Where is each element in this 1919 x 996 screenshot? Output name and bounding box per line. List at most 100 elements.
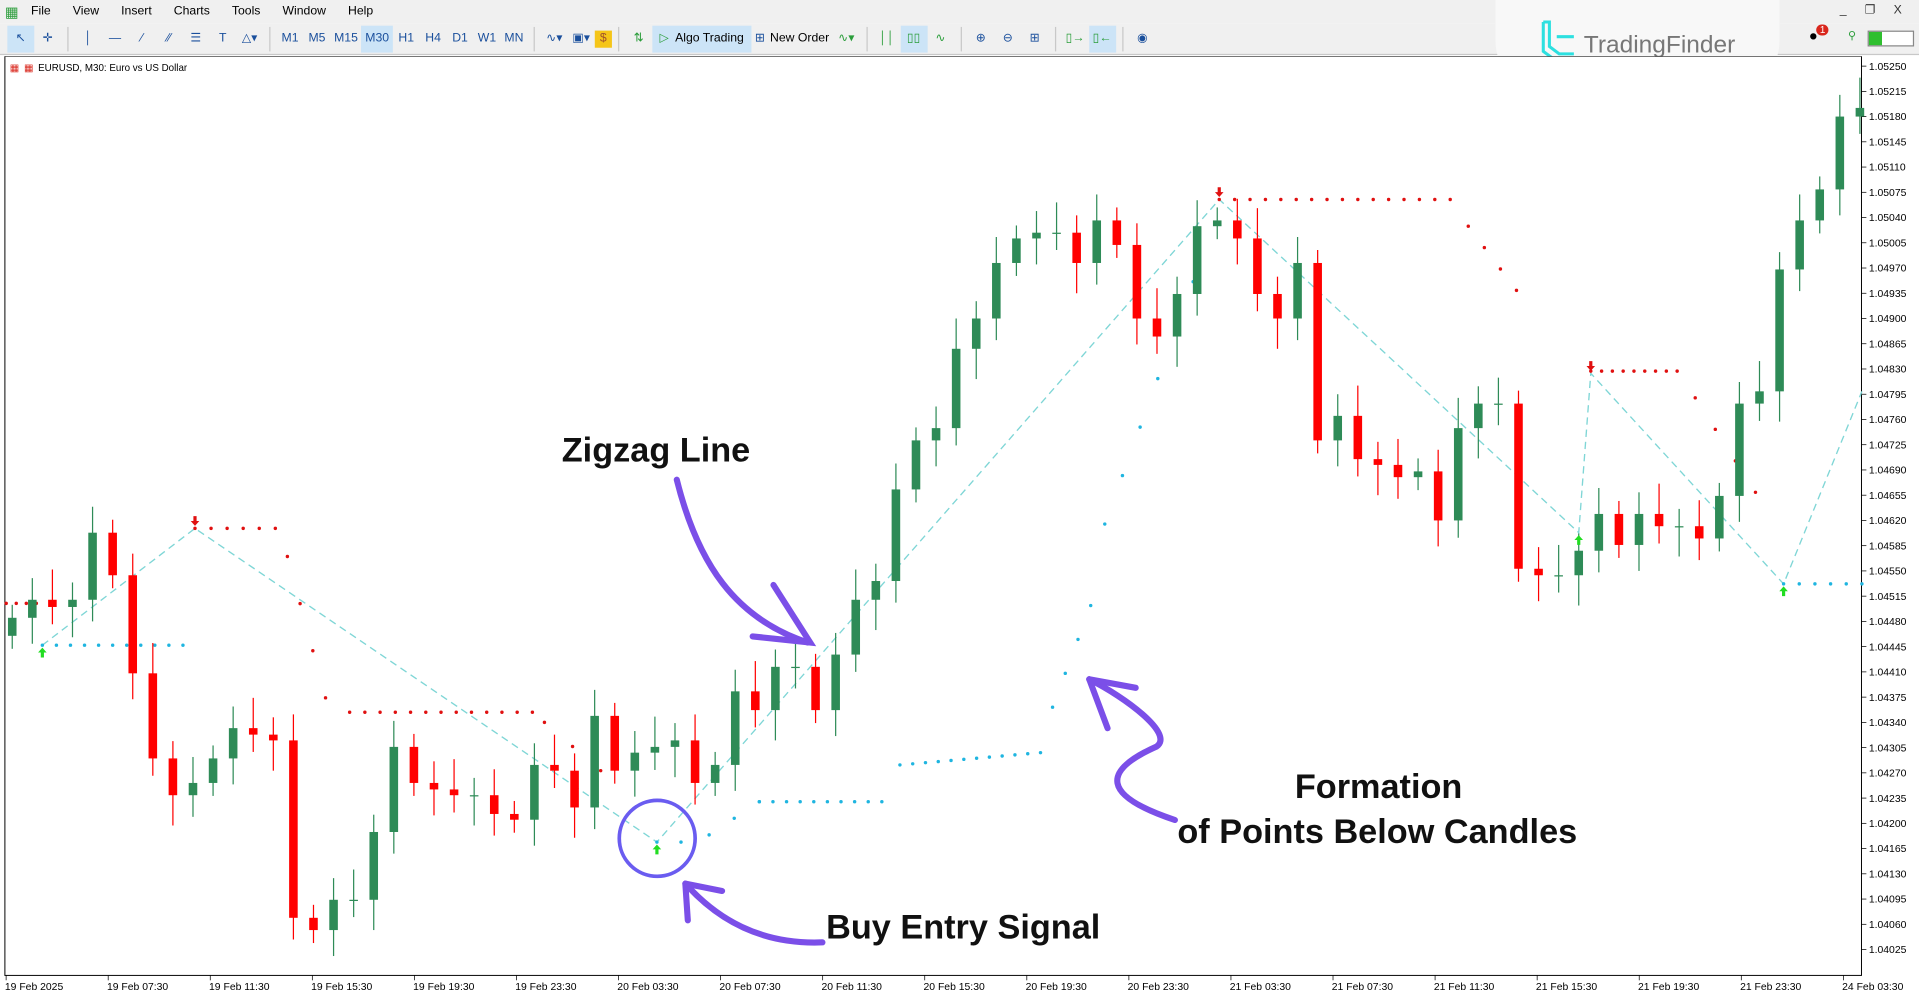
divider [960,26,962,51]
price-tick-label: 1.04480 [1869,617,1907,628]
indicators-icon[interactable]: ∿▾ [546,31,563,46]
menu-window[interactable]: Window [282,4,327,19]
autoscroll-icon[interactable]: ▯→ [1065,31,1085,46]
price-tick-label: 1.04445 [1869,642,1907,653]
time-tick-label: 21 Feb 07:30 [1332,982,1393,993]
resistance-dot [1309,197,1314,202]
time-scale[interactable]: 19 Feb 2025 19 Feb 07:30 19 Feb 11:30 19 Fe… [5,975,1904,993]
timeframe-m5[interactable]: M5 [308,31,326,46]
resistance-dot [1632,369,1636,373]
shapes-icon[interactable]: △▾ [241,31,258,46]
menu-insert[interactable]: Insert [121,4,152,19]
time-tick-label: 20 Feb 07:30 [719,982,780,993]
lvl-icon[interactable]: ⚲ [1848,29,1857,42]
resistance-dot [1248,197,1252,202]
bull-candle [369,831,379,900]
bull-candle [891,489,901,582]
zoom-in-icon[interactable]: ⊕ [975,31,987,46]
horizontal-line-icon[interactable]: — [108,31,122,46]
support-dot [167,643,171,647]
trendline-icon[interactable]: ∕ [140,31,143,46]
templates-icon[interactable]: ▣▾ [572,31,591,46]
buy-signal-annotation: Buy Entry Signal [826,908,1101,947]
timeframe-m15[interactable]: M15 [334,31,358,46]
menu-help[interactable]: Help [348,4,374,19]
support-dot [949,758,953,763]
crosshair-icon[interactable]: ✛ [42,31,53,46]
bull-candle [1413,471,1423,478]
resistance-dot [1514,288,1519,293]
time-tick-label: 19 Feb 15:30 [311,982,372,993]
timeframe-h1[interactable]: H1 [398,31,415,46]
timeframe-d1[interactable]: D1 [452,31,468,46]
timeframe-h4[interactable]: H4 [425,31,441,46]
menu-file[interactable]: File [31,4,51,19]
menu-charts[interactable]: Charts [173,4,210,19]
price-tick-label: 1.05075 [1869,188,1907,199]
price-tick-label: 1.04340 [1869,718,1907,729]
bull-candle [791,666,800,669]
bull-candle [329,899,338,931]
bull-candle [1715,495,1724,539]
support-dot [1000,754,1004,758]
buy-sell-icon[interactable]: ⇅ [633,31,644,46]
bull-candle [1333,415,1343,441]
play-icon: ▷ [659,31,669,46]
time-tick-label: 24 Feb 03:30 [1842,982,1903,993]
timeframe-m30[interactable]: M30 [361,25,393,53]
resistance-dot [311,649,315,653]
timeframe-mn[interactable]: MN [504,31,524,46]
notification-icon[interactable]: ● 1 [1809,24,1829,44]
time-tick-label: 21 Feb 15:30 [1536,982,1597,993]
resistance-dot [285,554,290,559]
bear-candle [1534,568,1543,576]
divider [67,26,69,51]
menu-tools[interactable]: Tools [231,4,261,19]
price-chart[interactable]: 1.05250 1.05215 1.05180 1.05145 1.05110 1.050… [0,56,1919,996]
dollar-icon[interactable]: $ [594,29,612,48]
time-tick-label: 19 Feb 19:30 [413,982,474,993]
timeframe-m1[interactable]: M1 [281,31,299,46]
text-icon[interactable]: T [218,31,227,46]
price-tick-label: 1.05250 [1869,62,1907,73]
algo-trading-button[interactable]: ▷ Algo Trading [652,25,752,53]
window-controls[interactable]: _ ❐ X [1839,3,1910,18]
bear-candle [168,758,178,796]
price-scale[interactable]: 1.05250 1.05215 1.05180 1.05145 1.05110 1.050… [1861,62,1907,956]
zoom-out-icon[interactable]: ⊖ [1002,31,1013,46]
bear-candle [128,575,138,674]
support-dot [880,799,884,804]
bull-candle [389,746,399,832]
bear-candle [1152,318,1162,337]
signals-icon[interactable]: ∿▾ [838,31,855,46]
menu-view[interactable]: View [72,4,100,19]
resistance-dot [1448,197,1452,202]
timeframe-w1[interactable]: W1 [477,31,497,46]
bear-candle [1353,415,1363,460]
time-tick-label: 19 Feb 2025 [5,982,64,993]
bear-candle [429,782,439,790]
support-dot [784,799,789,804]
vertical-line-icon[interactable]: │ [84,31,92,46]
price-tick-label: 1.04585 [1869,541,1907,552]
grid-icon[interactable]: ⊞ [1029,31,1040,46]
time-tick-label: 21 Feb 03:30 [1230,982,1291,993]
support-dot [68,643,73,647]
resistance-dot [241,526,245,531]
bear-candle [1112,220,1122,245]
candlestick-icon[interactable]: ▯▯ [900,25,928,53]
channel-icon[interactable]: ∕∕ [166,31,171,46]
cursor-icon[interactable]: ↖ [7,25,35,53]
price-tick-label: 1.04725 [1869,440,1907,451]
resistance-dot [393,710,398,714]
fibonacci-icon[interactable]: ☰ [190,31,202,46]
chart-shift-icon[interactable]: ▯← [1088,25,1116,53]
resistance-dot [1279,197,1283,202]
line-chart-icon[interactable]: ∿ [935,31,946,46]
screenshot-icon[interactable]: ◉ [1137,31,1148,46]
bar-chart-icon[interactable]: ││ [879,31,895,46]
support-dot [987,755,992,759]
time-tick-label: 20 Feb 15:30 [924,982,985,993]
support-dot [1120,473,1125,478]
new-order-button[interactable]: ⊞ New Order [751,25,833,52]
